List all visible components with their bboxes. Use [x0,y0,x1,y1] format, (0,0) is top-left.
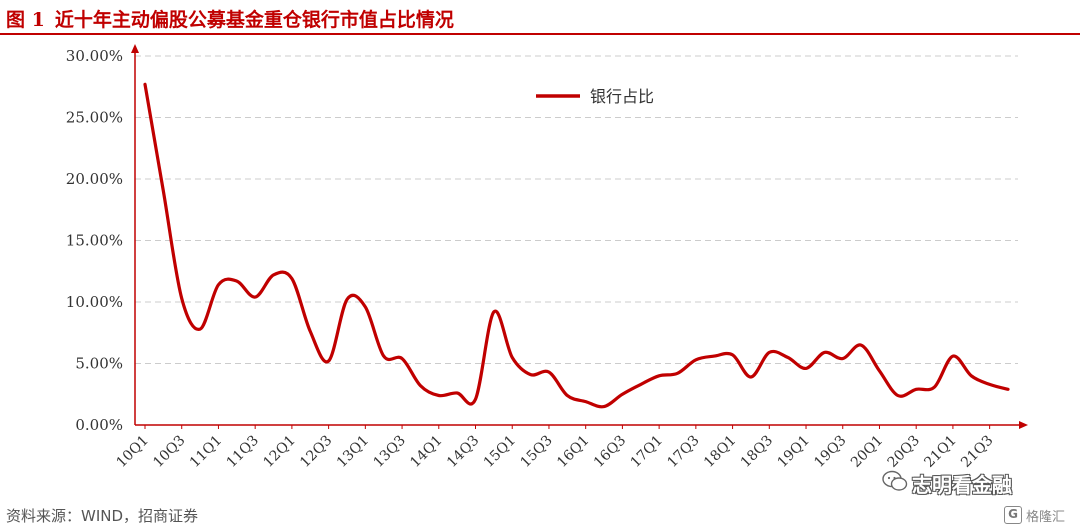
x-tick-label: 16Q1 [554,433,592,471]
x-tick-label: 10Q1 [114,433,152,471]
watermark-text: 志明看金融 [912,473,1012,497]
brand-logo: G 格隆汇 [1004,504,1076,526]
figure-header: 图 1 近十年主动偏股公募基金重仓银行市值占比情况 [0,0,1080,35]
x-tick-label: 10Q3 [150,433,188,471]
x-tick-label: 12Q1 [260,433,298,471]
watermark: 志明看金融 [882,466,1062,500]
x-tick-label: 18Q1 [701,433,739,471]
x-tick-label: 17Q3 [664,433,702,471]
x-tick-label: 11Q3 [224,433,262,471]
series-line-bank-share [143,82,1010,409]
legend-label: 银行占比 [590,87,654,106]
line-chart: 0.00% 5.00% 10.00% 15.00% 20.00% 25.00% 30.00%… [66,44,1028,471]
x-tick-label: 11Q1 [187,433,225,471]
y-tick-label: 5.00% [75,355,123,373]
y-axis-arrow [131,44,139,53]
x-tick-label: 19Q1 [775,433,813,471]
x-tick-label: 15Q1 [481,433,519,471]
x-tick-label: 17Q1 [628,433,666,471]
x-tick-label: 15Q3 [517,433,555,471]
y-tick-label: 10.00% [66,293,123,311]
y-tick-label: 0.00% [75,416,123,434]
x-tick-label: 13Q1 [334,433,372,471]
wechat-icon [882,470,908,491]
figure-title-text: 近十年主动偏股公募基金重仓银行市值占比情况 [54,9,454,31]
x-tick-label: 16Q3 [591,433,629,471]
y-tick-label: 30.00% [66,47,123,65]
header-rule [0,33,1080,35]
y-tick-label: 15.00% [66,232,123,250]
brand-text: 格隆汇 [1026,510,1066,525]
x-tick-label: 14Q3 [444,433,482,471]
brand-logo-icon: G [1004,506,1022,524]
source-note: 资料来源：WIND，招商证券 [6,507,199,525]
figure-number: 图 1 [6,9,45,31]
y-tick-label: 25.00% [66,109,123,127]
figure-title: 图 1 近十年主动偏股公募基金重仓银行市值占比情况 [6,5,454,32]
y-tick-label: 20.00% [66,170,123,188]
x-tick-label: 19Q3 [811,433,849,471]
x-tick-label: 14Q1 [407,433,445,471]
x-tick-label: 12Q3 [297,433,335,471]
x-axis-arrow [1019,421,1028,429]
x-tick-label: 18Q3 [738,433,776,471]
x-tick-label: 20Q1 [848,433,886,471]
x-tick-label: 13Q3 [371,433,409,471]
